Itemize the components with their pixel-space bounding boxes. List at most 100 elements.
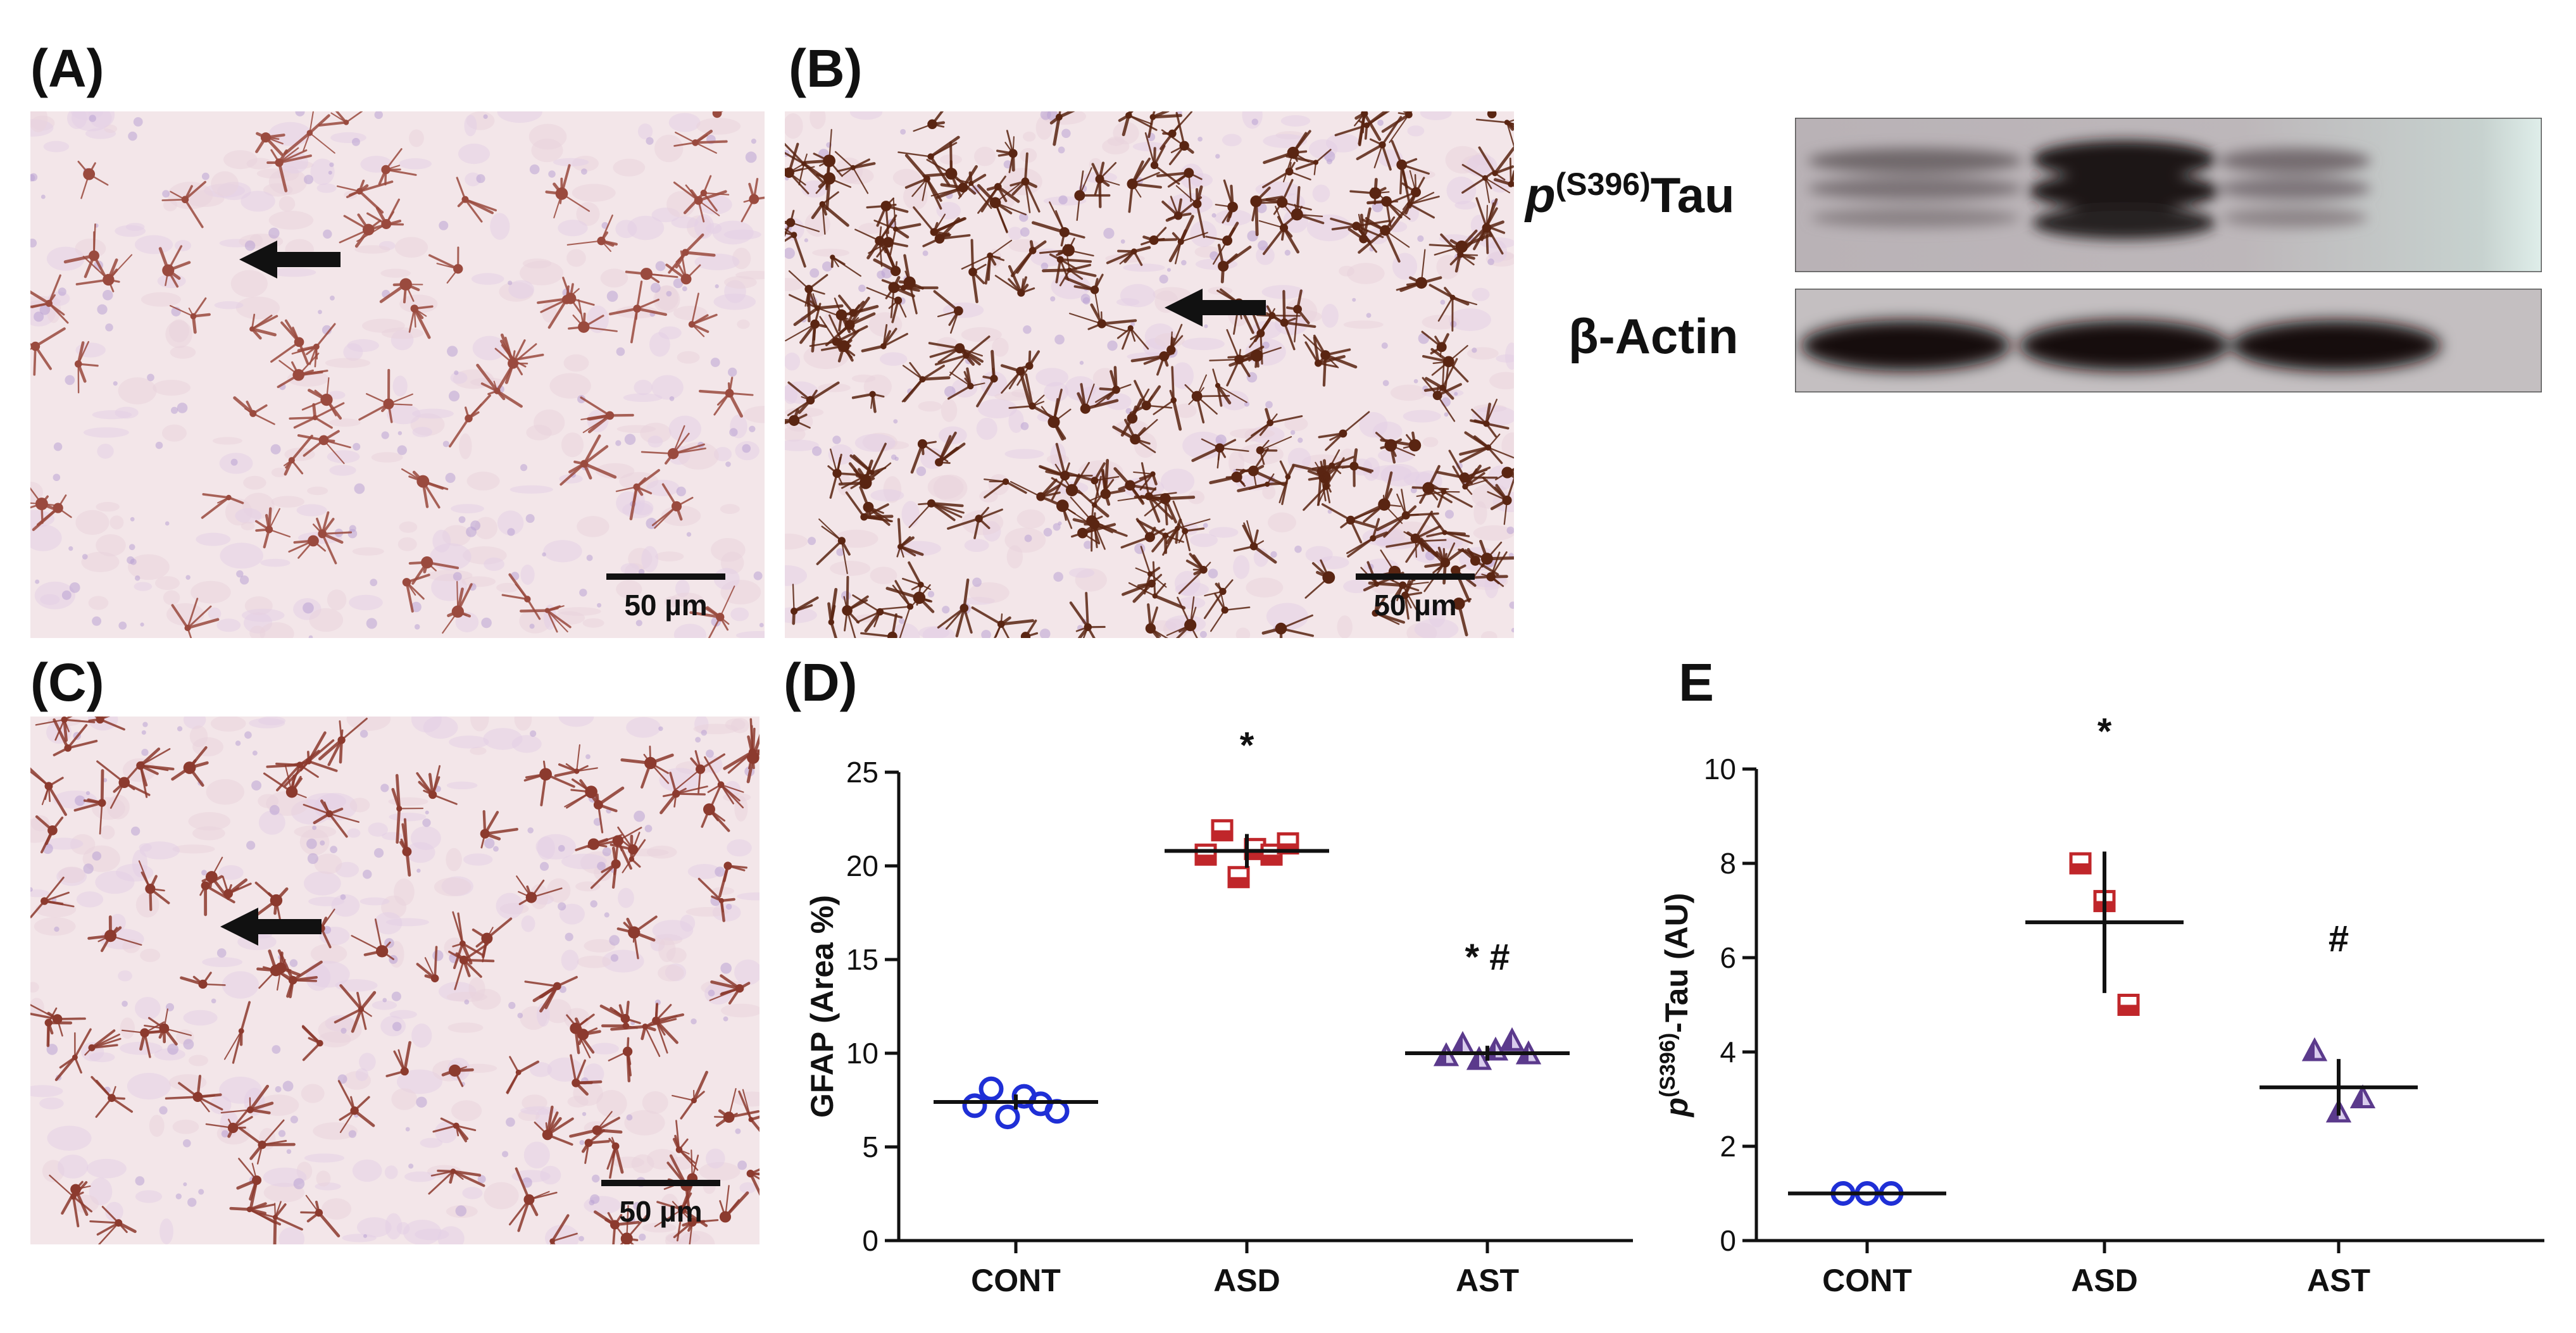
astrocyte-cell [1118,111,1158,137]
astrocyte-cell [30,1004,86,1037]
astrocyte-cell [161,180,206,228]
astrocyte-cell [238,1119,296,1165]
data-point [1449,1030,1476,1055]
astrocyte-cell [1416,482,1473,508]
astrocyte-cell [379,278,423,304]
astrocyte-cell [1380,431,1422,452]
astrocyte-cell [1212,368,1247,407]
astrocyte-cell [1237,473,1288,492]
y-tick-label: 5 [862,1130,878,1163]
astrocyte-cell [1069,592,1106,638]
astrocyte-cell [976,349,998,408]
astrocyte-cell [87,915,142,953]
astrocyte-cell [922,141,977,197]
astrocyte-cell [480,810,518,849]
astrocyte-cell [73,769,106,835]
astrocyte-cell [1205,222,1239,265]
astrocyte-cell [408,556,460,585]
ptau-blot-label: p(S396)Tau [1525,166,1735,224]
x-tick-label: AST [1456,1263,1519,1298]
astrocyte-cell [1077,383,1119,414]
micrograph-b-image: 50 µm [785,111,1514,638]
astrocyte-cell [456,177,497,223]
astrocyte-cell [1141,227,1178,246]
astrocyte-cell [570,1054,603,1096]
astrocyte-cell [523,760,575,806]
astrocyte-cell [171,598,220,638]
x-tick-label: CONT [1822,1263,1912,1298]
astrocyte-cell [288,535,327,559]
astrocyte-cell [534,1105,574,1146]
astrocyte-cell [1261,614,1314,638]
astrocyte-cell [1426,514,1473,544]
astrocyte-cell [300,1194,341,1237]
astrocyte-cell [428,246,463,284]
scale-bar-label: 50 µm [624,589,707,622]
scale-bar-label: 50 µm [619,1195,702,1228]
astrocyte-cell [158,245,191,288]
astrocyte-cell [408,304,434,339]
astrocyte-cell [441,1064,474,1087]
astrocyte-cell [984,478,1027,499]
astrocyte-cell [1376,489,1439,538]
astrocyte-cell [138,860,170,911]
astrocyte-cell [688,292,718,337]
data-point [2069,852,2092,875]
astrocyte-cell [30,767,67,817]
astrocyte-cell [620,1205,649,1244]
astrocyte-cell [852,594,903,633]
astrocyte-cell [255,132,285,156]
arrow-icon [239,241,341,278]
astrocyte-cell [1161,111,1194,165]
astrocyte-cell [723,718,760,774]
astrocyte-cell [620,745,674,789]
astrocyte-cell [89,1206,137,1244]
astrocyte-cell [606,1137,624,1179]
astrocyte-cell [61,1180,91,1217]
astrocyte-cell [580,396,634,434]
astrocyte-cell [961,239,1013,285]
astrocyte-cell [1094,366,1132,407]
astrocyte-cell [719,1185,749,1223]
astrocyte-cell [896,518,924,558]
astrocyte-cell [827,587,838,638]
panel-label-b: (B) [789,39,863,98]
astrocyte-cell [834,151,876,194]
astrocyte-cell [672,1070,708,1120]
tissue-background [785,111,1514,638]
astrocyte-cell [1347,207,1372,244]
astrocyte-cell [1318,411,1370,451]
astrocyte-cell [96,760,151,809]
astrocyte-cell [520,605,572,633]
micrograph-b: 50 µm [785,111,1514,638]
astrocyte-cell [205,1106,253,1138]
astrocyte-cell [301,1025,323,1061]
astrocyte-cell [827,448,864,499]
astrocyte-cell [428,1168,485,1195]
astrocyte-cell [1172,500,1205,551]
astrocyte-cell [913,206,966,237]
astrocyte-cell [1178,553,1211,594]
astrocyte-cell [554,744,598,777]
y-tick-label: 15 [846,943,878,976]
astrocyte-cell [508,1167,558,1232]
scale-bar-line [1356,573,1475,580]
tissue-texture [30,111,765,638]
astrocyte-cell [672,1201,719,1244]
astrocyte-cell [709,974,751,1005]
astrocyte-cell [902,561,931,606]
astrocyte-cell [391,773,424,844]
astrocyte-cell [201,493,244,519]
astrocyte-cell [1209,329,1265,387]
astrocyte-cell [1495,466,1514,480]
astrocyte-cell [968,239,987,304]
astrocyte-cell [1233,520,1277,564]
scale-bar-label: 50 µm [1373,589,1456,622]
astrocyte-cell [1049,111,1075,146]
data-point [1211,819,1234,842]
astrocyte-cell [1016,350,1041,386]
astrocyte-cell [718,861,747,898]
astrocyte-cell [263,764,307,798]
astrocyte-cell [1010,152,1041,213]
astrocyte-cell [1381,111,1413,143]
